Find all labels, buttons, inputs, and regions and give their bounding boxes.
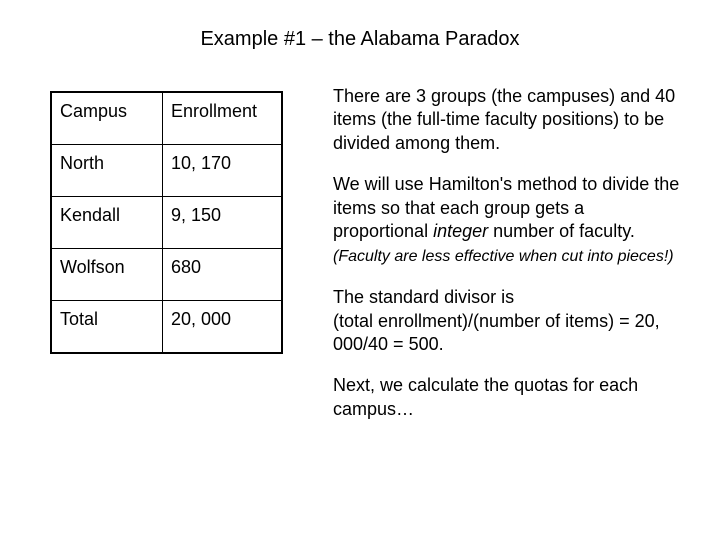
text-emphasis: integer [433, 221, 488, 241]
paragraph-divisor: The standard divisor is (total enrollmen… [333, 286, 680, 356]
paragraph-next: Next, we calculate the quotas for each c… [333, 374, 680, 421]
cell-campus: Kendall [51, 197, 163, 249]
text-span: number of faculty. [488, 221, 635, 241]
enrollment-table-wrap: Campus Enrollment North 10, 170 Kendall … [50, 91, 283, 439]
cell-campus: Total [51, 301, 163, 354]
cell-enrollment: 9, 150 [163, 197, 283, 249]
content-area: Campus Enrollment North 10, 170 Kendall … [0, 91, 720, 439]
table-row: Wolfson 680 [51, 249, 282, 301]
cell-enrollment: 20, 000 [163, 301, 283, 354]
table-header-row: Campus Enrollment [51, 92, 282, 145]
table-row: Kendall 9, 150 [51, 197, 282, 249]
cell-enrollment: 10, 170 [163, 145, 283, 197]
paragraph-note: (Faculty are less effective when cut int… [333, 247, 680, 268]
cell-enrollment: 680 [163, 249, 283, 301]
table-row: Total 20, 000 [51, 301, 282, 354]
paragraph-intro: There are 3 groups (the campuses) and 40… [333, 85, 680, 155]
cell-campus: Wolfson [51, 249, 163, 301]
header-campus: Campus [51, 92, 163, 145]
table-row: North 10, 170 [51, 145, 282, 197]
page-title: Example #1 – the Alabama Paradox [0, 0, 720, 91]
cell-campus: North [51, 145, 163, 197]
paragraph-method: We will use Hamilton's method to divide … [333, 173, 680, 243]
explanation-text: There are 3 groups (the campuses) and 40… [333, 85, 680, 439]
header-enrollment: Enrollment [163, 92, 283, 145]
enrollment-table: Campus Enrollment North 10, 170 Kendall … [50, 91, 283, 354]
